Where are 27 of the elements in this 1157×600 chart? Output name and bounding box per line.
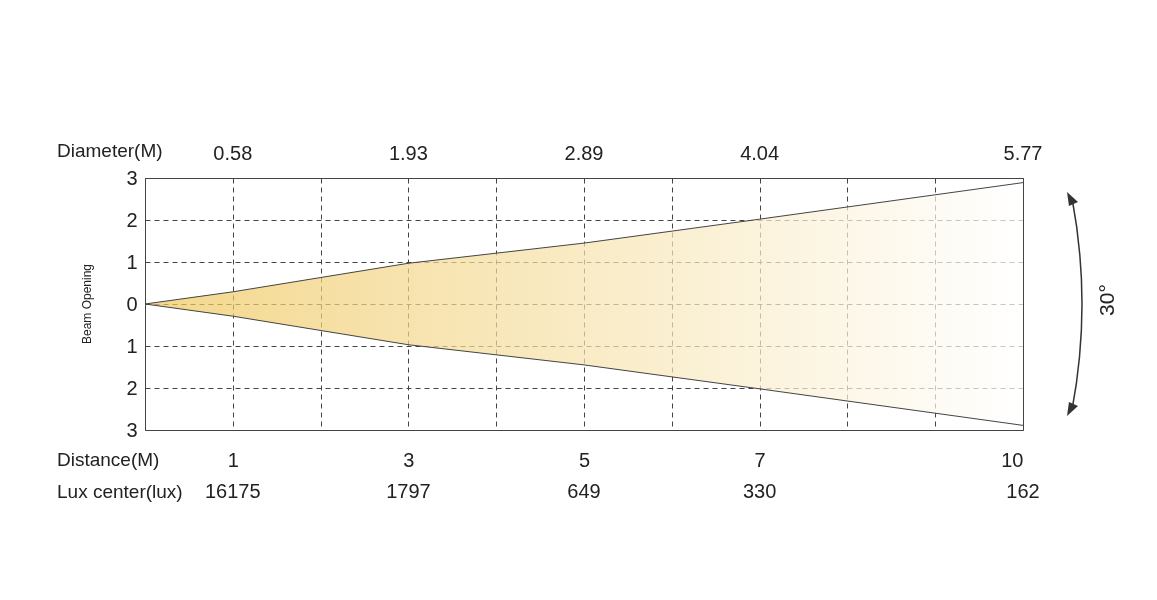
- text: 1797: [386, 480, 431, 502]
- text: 330: [742, 480, 777, 502]
- x-tick-label: 5: [578, 448, 591, 471]
- y-tick-label: 2: [126, 376, 138, 399]
- x-tick-label: 3: [403, 448, 415, 471]
- y-tick-label: 3: [126, 166, 138, 189]
- x-tick-label: 7: [754, 448, 766, 471]
- text: 1.93: [388, 142, 428, 164]
- text: 30°: [1095, 284, 1118, 316]
- text: Diameter(M): [57, 140, 163, 161]
- y-tick-label: 2: [126, 208, 138, 231]
- text: 5.77: [1003, 142, 1043, 164]
- text: 2.89: [564, 142, 604, 164]
- text: 16175: [204, 480, 261, 502]
- x-tick-label: 10: [1001, 448, 1024, 471]
- x-tick-label: 1: [227, 448, 239, 471]
- text: 649: [567, 480, 601, 502]
- text: 162: [1006, 480, 1040, 502]
- x-axis-title: Distance(M): [57, 449, 160, 470]
- y-tick-label: 3: [126, 418, 138, 441]
- text: 4.04: [740, 142, 780, 164]
- y-tick-label: 0: [126, 292, 138, 315]
- y-axis-title: Beam Opening: [80, 263, 94, 345]
- text: 0.58: [213, 142, 253, 164]
- y-tick-label: 1: [126, 334, 138, 357]
- y-tick-label: 1: [126, 250, 138, 273]
- text: Lux center(lux): [57, 481, 183, 502]
